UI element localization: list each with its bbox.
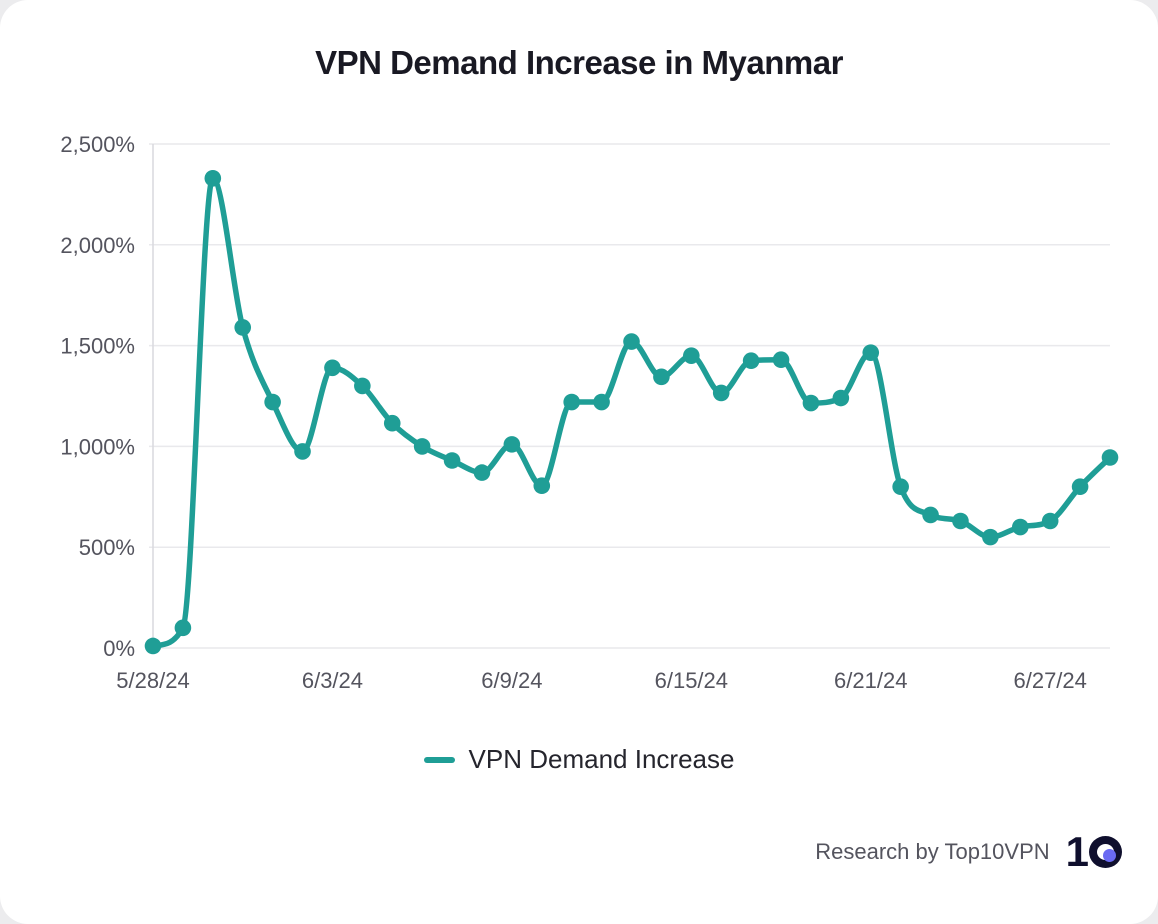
- data-point: [593, 393, 610, 411]
- legend-line-swatch: [423, 756, 455, 763]
- data-point: [354, 377, 371, 395]
- demand-line-series: [150, 175, 1113, 649]
- data-point: [383, 414, 401, 432]
- data-point: [832, 389, 850, 407]
- y-axis-label: 2,500%: [60, 132, 135, 157]
- data-point: [862, 344, 880, 361]
- data-point: [982, 528, 999, 546]
- y-axis-label: 1,500%: [60, 334, 135, 359]
- data-point: [563, 393, 580, 411]
- data-point: [1101, 449, 1119, 466]
- data-point: [1071, 478, 1089, 496]
- y-axis-label: 2,000%: [60, 233, 135, 258]
- legend-label: VPN Demand Increase: [468, 744, 735, 774]
- logo-digit-one: 1: [1065, 828, 1089, 875]
- chart-title: VPN Demand Increase in Myanmar: [315, 44, 843, 81]
- data-point: [683, 347, 700, 364]
- data-point: [772, 351, 790, 369]
- data-point: [802, 394, 820, 412]
- data-point: [174, 619, 192, 637]
- data-point: [473, 464, 491, 481]
- data-point: [533, 477, 551, 495]
- data-point: [922, 506, 939, 524]
- data-point: [443, 452, 461, 469]
- y-axis-label: 1,000%: [60, 434, 135, 459]
- legend: VPN Demand Increase: [0, 744, 1158, 775]
- x-axis-label: 6/3/24: [302, 668, 363, 693]
- data-point: [503, 436, 521, 453]
- x-axis-label: 6/15/24: [655, 668, 728, 693]
- logo-ring-icon: [1089, 836, 1122, 868]
- data-point: [264, 393, 281, 411]
- data-point: [234, 319, 252, 336]
- vpn-demand-line-chart: 0% 500% 1,000% 1,500% 2,000% 2,500% 5/28/24 6/3…: [60, 132, 1119, 693]
- data-point: [623, 333, 640, 350]
- data-point: [742, 352, 760, 370]
- data-point: [892, 478, 909, 496]
- x-axis-label: 6/27/24: [1013, 668, 1086, 693]
- data-point: [712, 384, 730, 402]
- data-point: [413, 438, 431, 455]
- x-axis-label: 5/28/24: [116, 668, 189, 693]
- credit-text: Research by Top10VPN: [815, 839, 1050, 864]
- top10vpn-logo: 1: [1065, 828, 1122, 875]
- data-point: [1041, 512, 1059, 530]
- data-point: [204, 169, 222, 187]
- data-point: [324, 359, 341, 377]
- footer: Research by Top10VPN 1: [815, 828, 1122, 875]
- data-point: [1011, 518, 1029, 536]
- data-point: [653, 368, 670, 386]
- logo-dot-icon: [1103, 849, 1116, 862]
- y-axis-label: 500%: [79, 535, 135, 560]
- y-axis-label: 0%: [103, 636, 135, 661]
- x-axis-label: 6/9/24: [481, 668, 542, 693]
- data-point: [952, 512, 969, 530]
- data-point: [144, 637, 162, 655]
- data-point: [294, 443, 311, 460]
- x-axis-label: 6/21/24: [834, 668, 907, 693]
